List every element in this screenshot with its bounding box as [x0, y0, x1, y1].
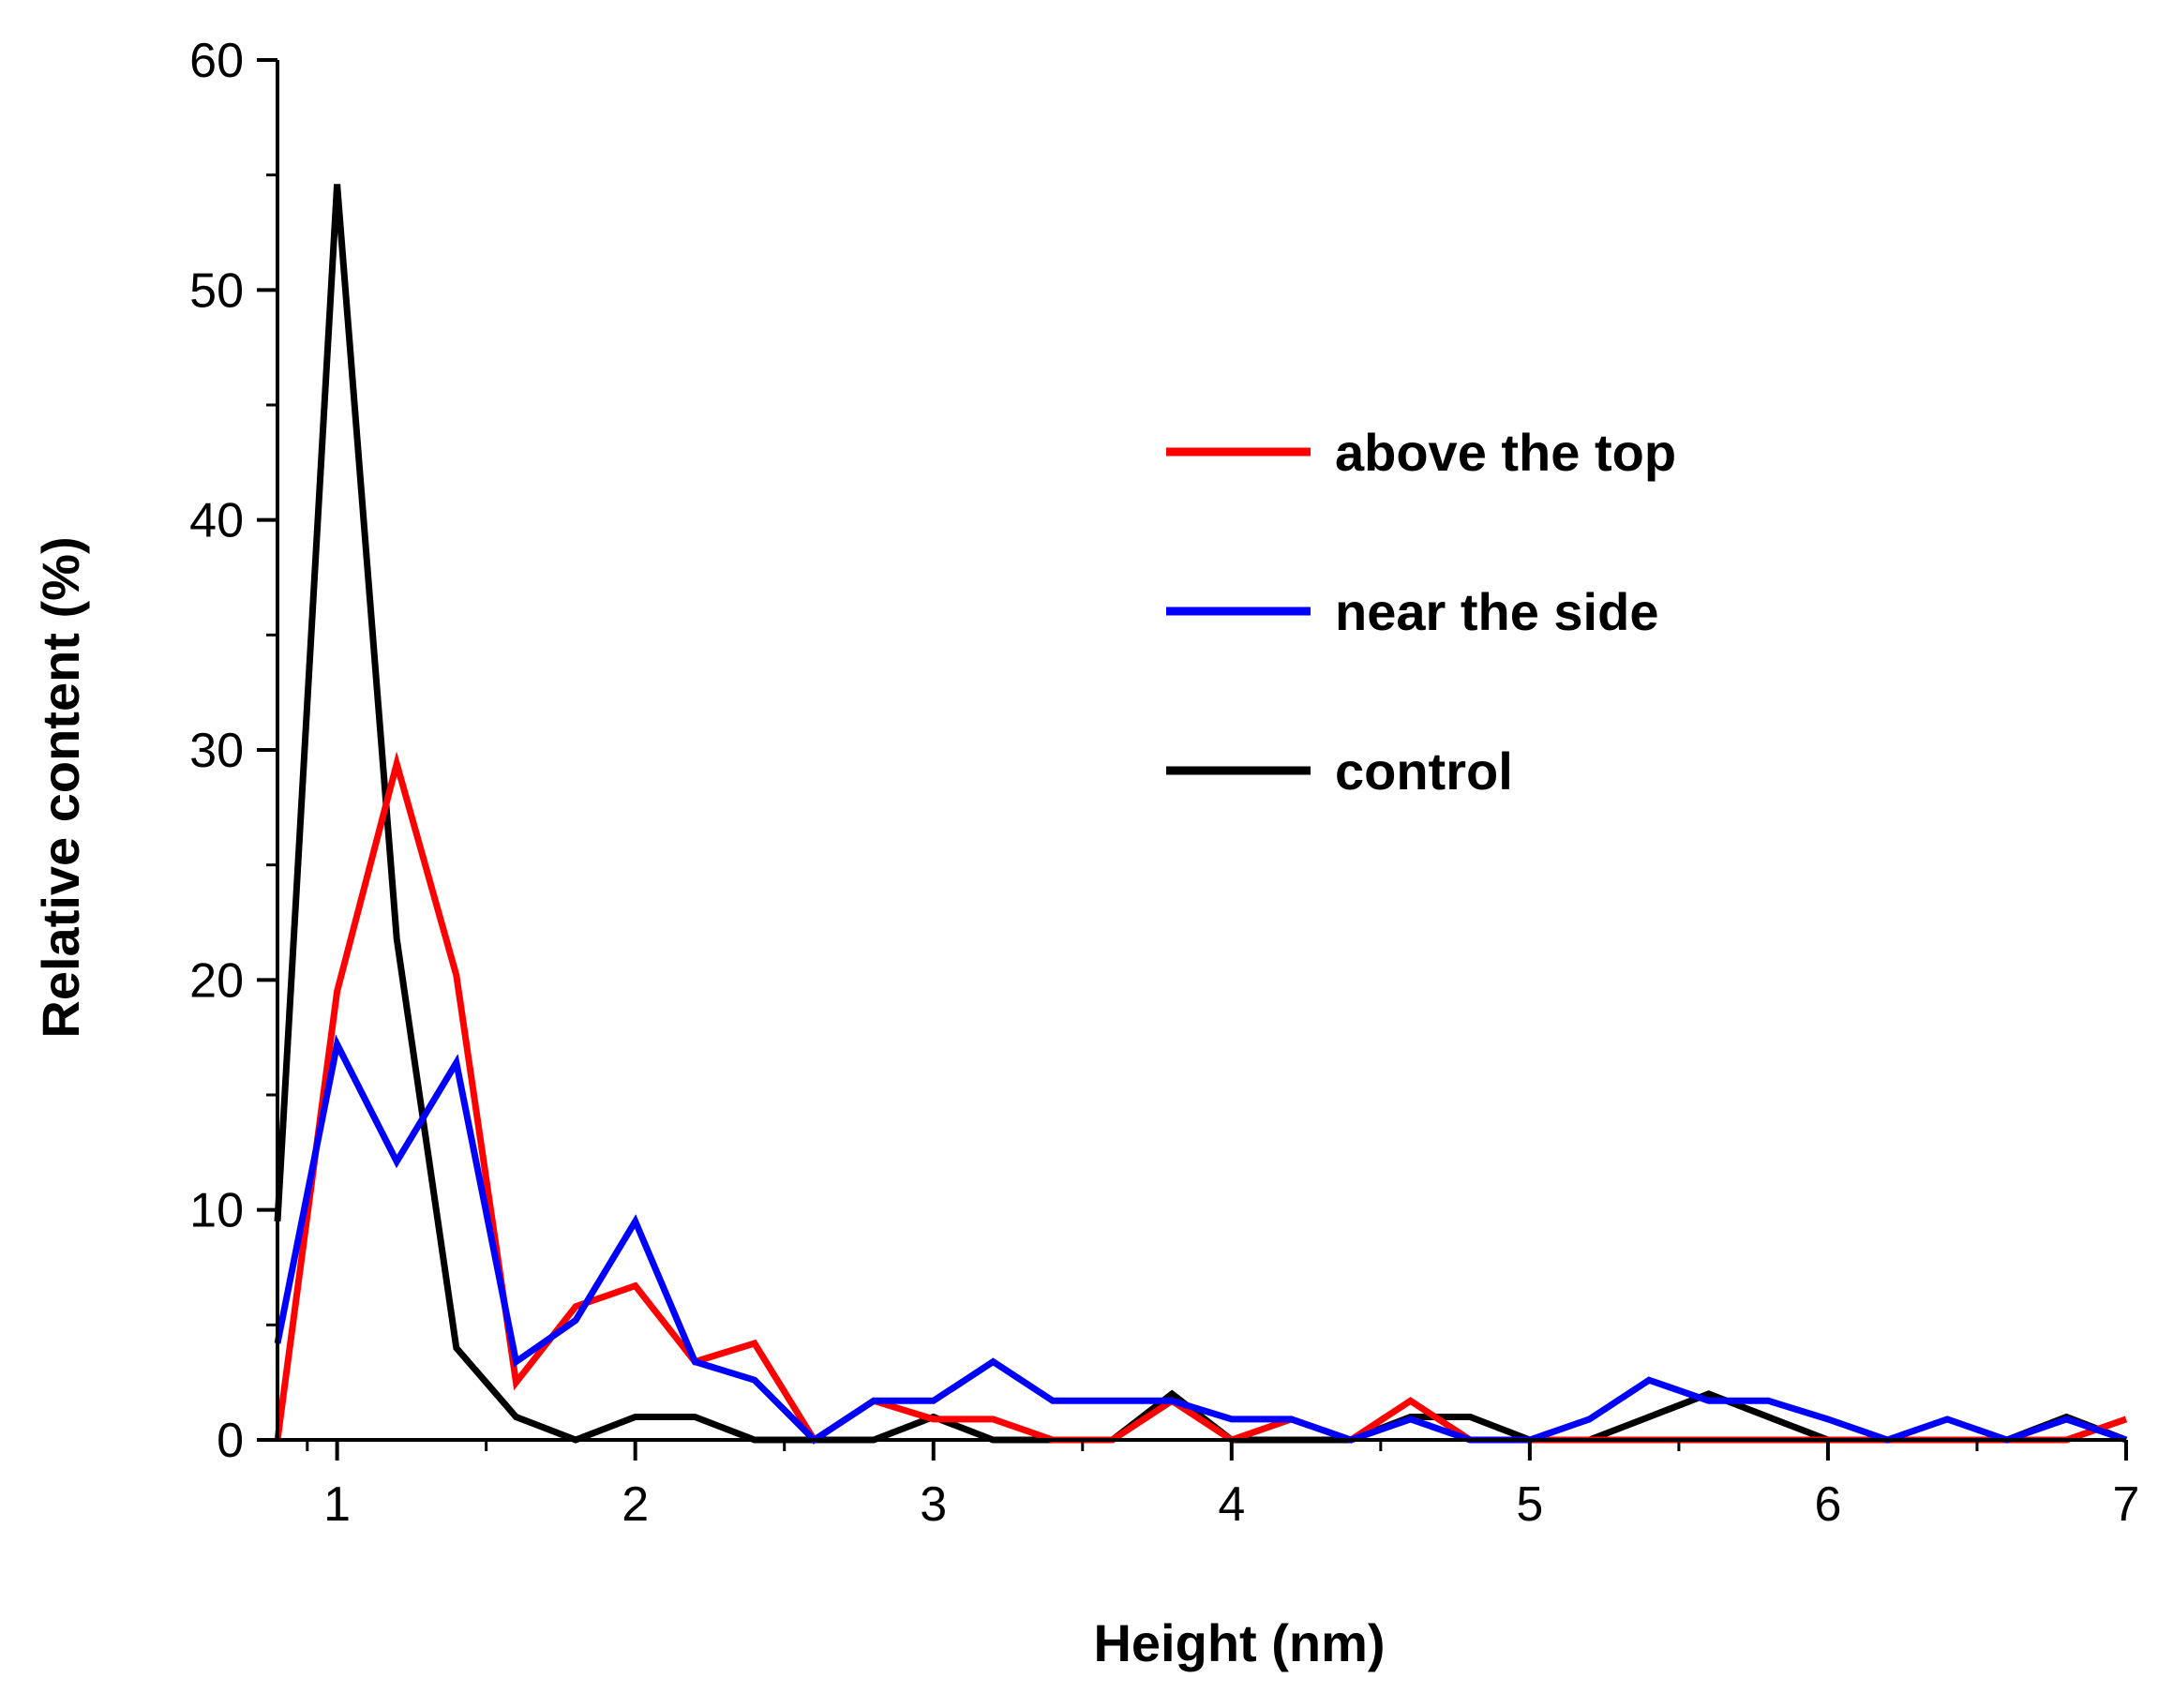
y-tick-label: 40	[189, 494, 244, 548]
y-tick-label: 10	[189, 1184, 244, 1238]
tick-layer	[257, 58, 2128, 1461]
x-tick-label: 4	[1218, 1477, 1245, 1532]
series-line-control	[274, 184, 2128, 1444]
x-axis-title: Height (nm)	[1093, 1613, 1385, 1672]
series-layer	[274, 184, 2128, 1445]
axis-layer	[276, 60, 2126, 1442]
x-tick-label: 6	[1814, 1477, 1841, 1532]
x-tick-label: 5	[1516, 1477, 1543, 1532]
x-tick-label: 7	[2113, 1477, 2140, 1532]
y-tick-label: 60	[189, 34, 244, 88]
series-line-near-the-side	[274, 1034, 2128, 1445]
x-tick-label: 3	[920, 1477, 947, 1532]
x-tick-label: 1	[323, 1477, 351, 1532]
y-tick-label: 0	[217, 1414, 244, 1468]
y-tick-label: 30	[189, 724, 244, 778]
y-tick-label: 20	[189, 953, 244, 1008]
label-layer: 0 10 20 30 40 50 60 1 2 3 4 5 6 7	[189, 34, 2139, 1532]
y-axis-title: Relative content (%)	[31, 536, 90, 1038]
x-tick-label: 2	[622, 1477, 649, 1532]
legend-label-above-the-top: above the top	[1335, 423, 1676, 482]
legend: above the top near the side control	[1166, 423, 1676, 801]
legend-label-near-the-side: near the side	[1335, 582, 1658, 641]
y-tick-label: 50	[189, 263, 244, 318]
legend-label-control: control	[1335, 742, 1513, 801]
